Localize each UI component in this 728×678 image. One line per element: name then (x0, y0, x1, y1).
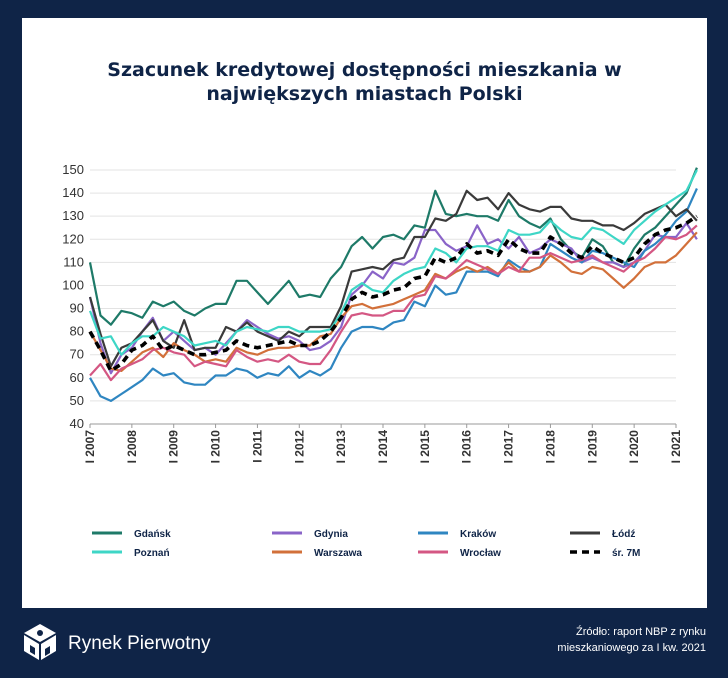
x-tick-label: I 2013 (334, 430, 348, 464)
source-note: Źródło: raport NBP z rynku mieszkanioweg… (486, 624, 706, 656)
y-tick-label: 110 (63, 254, 84, 269)
series-line-wrocław (89, 224, 698, 382)
legend-label: Wrocław (460, 548, 501, 559)
series-line-łódź (88, 189, 698, 368)
line-chart: 40 50 60 70 80 90 100 110 120 130 140 150 I 2007 I 20… (62, 162, 698, 559)
x-tick-label: I 2016 (460, 430, 474, 464)
cube-logo-icon (22, 622, 58, 667)
y-tick-label: 140 (62, 185, 84, 200)
x-tick-label: I 2020 (627, 430, 641, 464)
x-tick-label: I 2010 (209, 430, 223, 464)
brand-logo[interactable]: Rynek Pierwotny (22, 620, 211, 668)
legend-label: Poznań (134, 548, 170, 559)
x-tick-label: I 2007 (83, 430, 97, 464)
chart-title-line2: największych miastach Polski (206, 83, 523, 105)
legend-label: Warszawa (314, 548, 362, 559)
source-line2: mieszkaniowego za I kw. 2021 (557, 642, 706, 654)
series-line-poznań (88, 169, 698, 356)
chart-title: Szacunek kredytowej dostępności mieszkan… (22, 58, 707, 106)
legend-label: Gdańsk (134, 529, 171, 540)
chart-card: Szacunek kredytowej dostępności mieszkan… (22, 18, 707, 608)
x-tick-label: I 2017 (502, 430, 516, 464)
x-tick-label: I 2008 (125, 430, 139, 464)
legend-label: Łódź (612, 529, 635, 540)
x-tick-label: I 2009 (167, 430, 181, 464)
y-tick-label: 40 (70, 416, 84, 431)
y-tick-label: 80 (70, 324, 84, 339)
y-tick-label: 100 (62, 277, 84, 292)
brand-name: Rynek Pierwotny (68, 633, 211, 654)
series-line-kraków (89, 188, 698, 402)
series-line-gdańsk (88, 167, 698, 326)
source-line1: Źródło: raport NBP z rynku (575, 626, 706, 638)
legend-label: Kraków (460, 529, 496, 540)
y-tick-label: 70 (70, 347, 84, 362)
y-tick-label: 150 (62, 162, 84, 177)
x-tick-label: I 2019 (585, 430, 599, 464)
series-line-śr-7m (88, 214, 698, 373)
series-line-gdynia (88, 222, 698, 375)
y-tick-label: 120 (62, 231, 84, 246)
y-tick-label: 90 (70, 301, 84, 316)
x-tick-label: I 2011 (250, 430, 264, 463)
legend-label: śr. 7M (612, 548, 640, 559)
x-tick-label: I 2018 (543, 430, 557, 464)
x-tick-label: I 2014 (376, 430, 390, 464)
y-tick-label: 50 (70, 393, 84, 408)
x-tick-label: I 2012 (292, 430, 306, 464)
x-tick-label: I 2021 (669, 430, 683, 464)
y-tick-label: 60 (70, 370, 84, 385)
chart-title-line1: Szacunek kredytowej dostępności mieszkan… (107, 59, 622, 81)
x-tick-label: I 2015 (418, 430, 432, 464)
legend-label: Gdynia (314, 529, 348, 540)
y-tick-label: 130 (62, 208, 84, 223)
